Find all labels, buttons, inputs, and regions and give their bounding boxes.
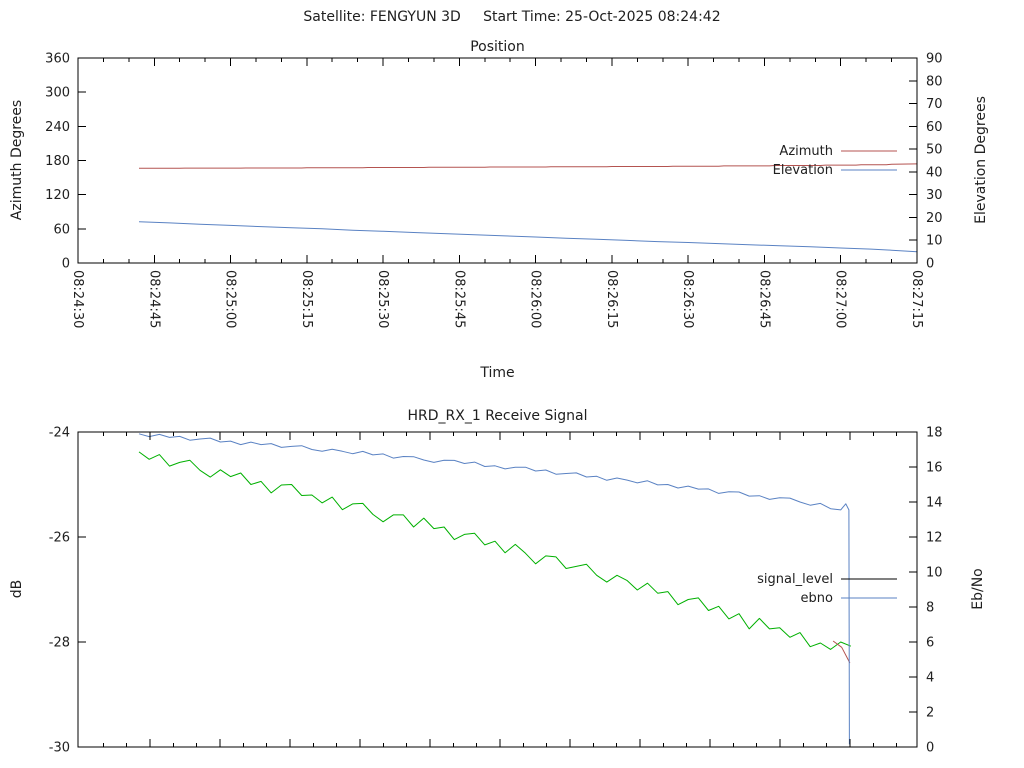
y-right-tick-label: 16: [926, 461, 943, 476]
x-tick-label: 08:25:45: [451, 270, 466, 328]
x-tick-label: 08:24:45: [146, 270, 161, 328]
series-signal_level: [138, 451, 852, 650]
x-tick-label: 08:25:30: [375, 270, 390, 328]
y-right-tick-label: 12: [926, 531, 943, 546]
series-signal_end_marker: [832, 640, 851, 664]
series-Elevation: [138, 221, 918, 253]
y-right-tick-label: 20: [926, 211, 943, 226]
series-Azimuth: [139, 163, 918, 169]
y-right-tick-label: 30: [926, 188, 943, 203]
y-right-tick-label: 8: [926, 601, 934, 616]
y-right-tick-label: 60: [926, 120, 943, 135]
legend-label-signal_level: signal_level: [757, 572, 833, 587]
x-tick-label: 08:26:00: [528, 270, 543, 328]
x-tick-label: 08:27:15: [909, 270, 924, 328]
x-tick-label: 08:24:30: [70, 270, 85, 328]
y-right-tick-label: 2: [926, 706, 934, 721]
y-right-tick-label: 0: [926, 741, 934, 756]
y-left-tick-label: 120: [45, 188, 70, 203]
x-tick-label: 08:25:15: [299, 270, 314, 328]
position-chart-title: Position: [470, 39, 525, 55]
x-tick-label: 08:25:00: [223, 270, 238, 328]
y-left-tick-label: -24: [49, 426, 70, 441]
legend-label-Azimuth: Azimuth: [779, 144, 833, 159]
y-right-tick-label: 0: [926, 257, 934, 272]
y-left-tick-label: 240: [45, 120, 70, 135]
x-tick-label: 08:26:15: [604, 270, 619, 328]
y-right-tick-label: 50: [926, 143, 943, 158]
y-right-tick-label: 14: [926, 496, 943, 511]
legend-label-Elevation: Elevation: [773, 163, 833, 178]
y-right-tick-label: 4: [926, 671, 934, 686]
page-title: Satellite: FENGYUN 3D Start Time: 25-Oct…: [303, 9, 721, 25]
receive-signal-chart-title: HRD_RX_1 Receive Signal: [407, 408, 588, 424]
x-tick-label: 08:26:45: [757, 270, 772, 328]
position-chart: 0 60 120 180 240 300 360 0 10 20 30 40 50 60 70 80 90 08:…: [45, 52, 943, 329]
y-right-tick-label: 6: [926, 636, 934, 651]
y-right-tick-label: 80: [926, 74, 943, 89]
legend-label-ebno: ebno: [801, 591, 833, 606]
y-left-tick-label: -26: [49, 531, 70, 546]
y-right-tick-label: 10: [926, 234, 943, 249]
y-right-tick-label: 18: [926, 426, 943, 441]
y-left-tick-label: 60: [53, 222, 70, 237]
y-left-tick-label: 300: [45, 86, 70, 101]
plot-border: [77, 431, 918, 748]
series-ebno: [138, 433, 850, 745]
y-left-tick-label: 360: [45, 52, 70, 67]
y-right-tick-label: 70: [926, 97, 943, 112]
receive-signal-chart: -30 -28 -26 -24 0 2 4 6 8 10 12 14 16 18 signal_levele…: [49, 426, 943, 756]
y-left-tick-label: -28: [49, 636, 70, 651]
axis-label-time: Time: [480, 365, 515, 381]
y-left-tick-label: -30: [49, 741, 70, 756]
plot-border: [77, 57, 918, 264]
x-tick-label: 08:26:30: [680, 270, 695, 328]
y-right-tick-label: 90: [926, 52, 943, 67]
y-left-tick-label: 180: [45, 154, 70, 169]
y-left-tick-label: 0: [62, 257, 70, 272]
y-right-tick-label: 40: [926, 165, 943, 180]
y-right-tick-label: 10: [926, 566, 943, 581]
x-tick-label: 08:27:00: [833, 270, 848, 328]
